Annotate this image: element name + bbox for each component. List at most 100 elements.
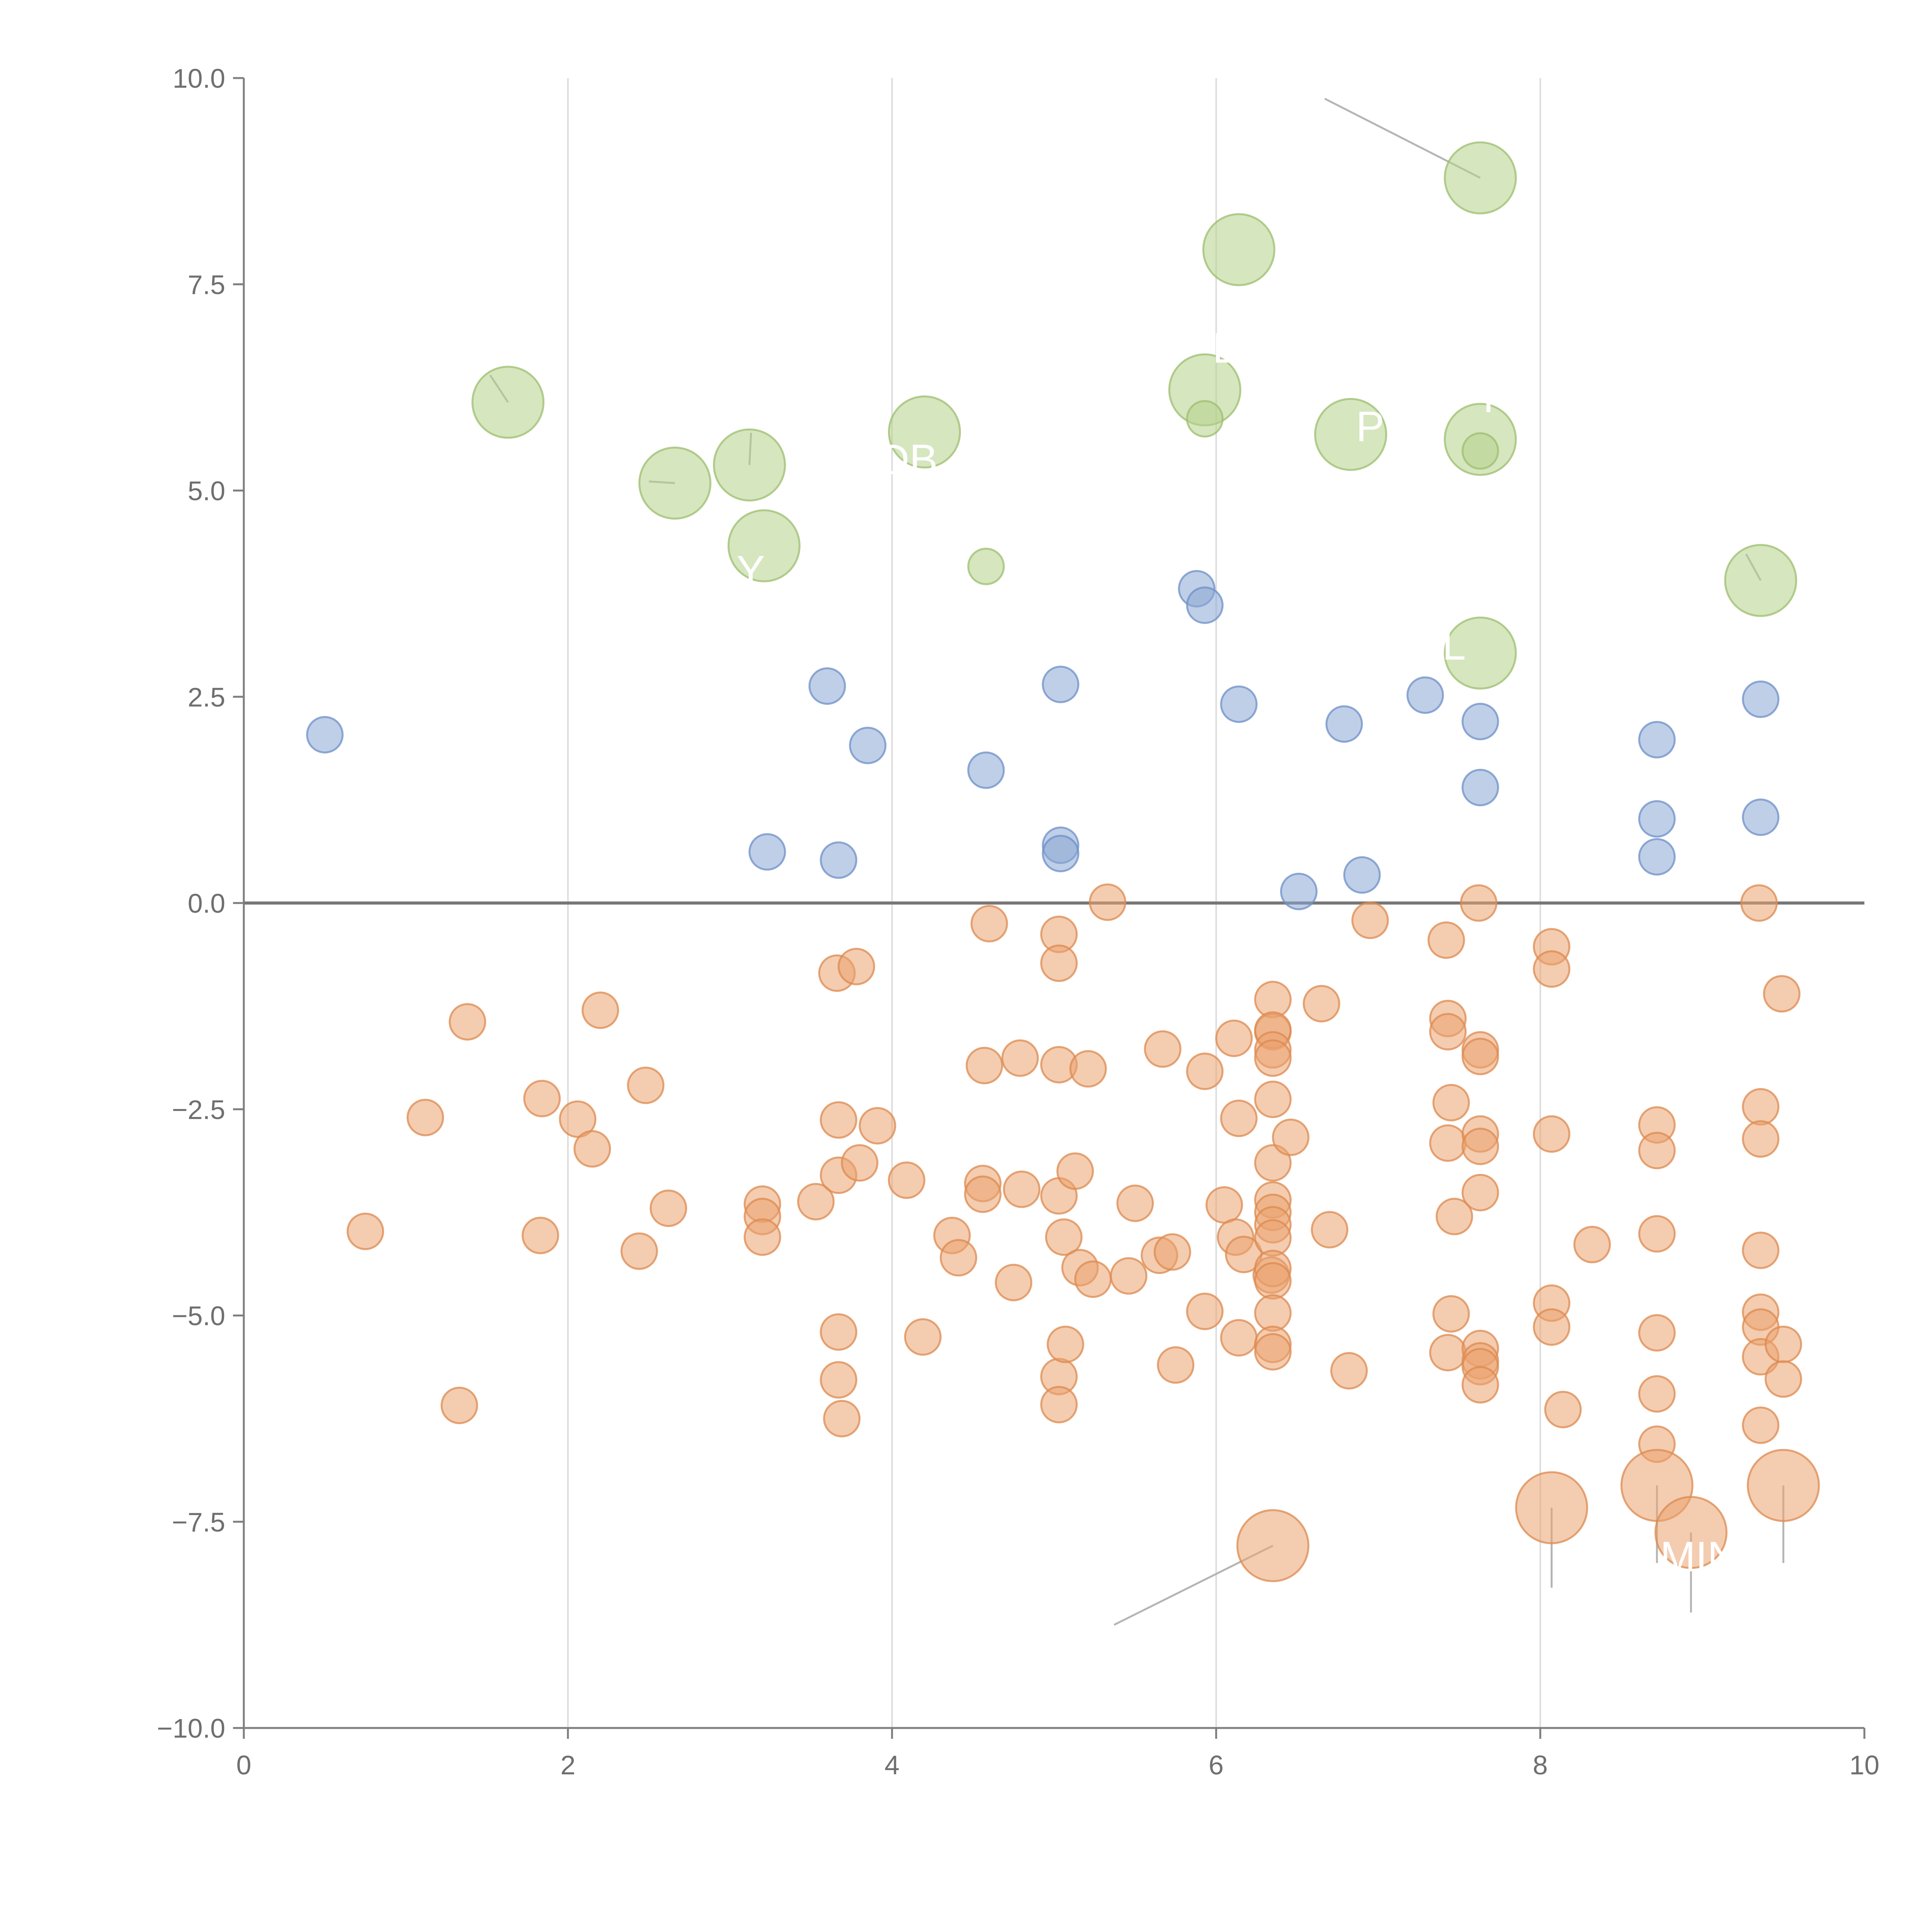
orange-point	[1311, 1211, 1349, 1248]
orange-point	[1638, 1375, 1676, 1413]
orange-point	[1742, 1120, 1780, 1158]
orange-point	[888, 1161, 925, 1199]
orange-point	[743, 1218, 781, 1256]
orange-point	[1215, 1019, 1253, 1057]
orange-point	[1533, 1115, 1571, 1153]
y-tick-label: 0.0	[188, 888, 225, 918]
orange-point	[1432, 1084, 1470, 1122]
orange-point	[347, 1213, 384, 1250]
orange-point	[1046, 1325, 1084, 1363]
orange-point	[904, 1318, 942, 1356]
orange-point	[406, 1099, 444, 1136]
orange-point	[1461, 1037, 1499, 1075]
orange-point	[1003, 1170, 1041, 1208]
large-green-point	[1724, 544, 1798, 617]
x-tick-label: 2	[560, 1750, 575, 1780]
orange-point	[650, 1189, 687, 1227]
orange-point	[573, 1130, 611, 1168]
orange-point	[1186, 1053, 1224, 1090]
x-tick-label: 10	[1849, 1750, 1879, 1780]
orange-point	[1153, 1233, 1191, 1271]
y-tick-label: 7.5	[188, 270, 225, 300]
orange-point	[1742, 1088, 1780, 1126]
orange-point	[1435, 1197, 1473, 1235]
orange-point	[559, 1100, 597, 1138]
orange-point	[1110, 1257, 1148, 1295]
annotation-label: EL	[1414, 621, 1466, 669]
orange-point	[522, 1216, 560, 1254]
large-orange-point	[1747, 1449, 1820, 1522]
orange-point	[1763, 975, 1801, 1013]
orange-point	[1742, 1406, 1780, 1444]
x-tick-label: 6	[1209, 1750, 1224, 1780]
x-tick-label: 8	[1533, 1750, 1548, 1780]
orange-point	[1429, 1124, 1467, 1162]
small-green-point	[1186, 400, 1224, 438]
orange-point	[970, 905, 1008, 942]
orange-point	[1040, 944, 1078, 982]
orange-point	[1330, 1352, 1368, 1390]
orange-point	[1045, 1218, 1083, 1256]
orange-point	[1461, 1366, 1499, 1404]
blue-point	[1325, 705, 1363, 743]
blue-point	[1742, 680, 1780, 718]
leader-lines	[489, 98, 1784, 1626]
orange-point	[1764, 1325, 1802, 1363]
orange-point	[1533, 1308, 1571, 1346]
orange-point	[1461, 1173, 1499, 1211]
large-green-point	[1444, 141, 1517, 214]
large-green-point	[1314, 398, 1388, 471]
orange-point	[1638, 1215, 1676, 1253]
blue-point	[1638, 800, 1676, 838]
orange-point	[1460, 884, 1498, 922]
orange-point	[820, 1361, 857, 1399]
orange-point	[582, 992, 619, 1029]
blue-point	[1042, 835, 1080, 872]
y-tick-label: 10.0	[173, 63, 225, 94]
orange-point	[841, 1144, 879, 1182]
blue-point	[808, 667, 846, 705]
annotation-label: C	[1245, 176, 1275, 223]
orange-point	[1461, 1128, 1499, 1165]
orange-point	[1254, 1080, 1292, 1118]
orange-point	[620, 1232, 658, 1270]
orange-point	[966, 1047, 1003, 1085]
y-tick-label: −5.0	[172, 1301, 225, 1331]
y-tick-label: −2.5	[172, 1095, 225, 1125]
blue-point	[748, 833, 786, 871]
y-tick-label: −7.5	[172, 1507, 225, 1537]
orange-point	[1040, 1386, 1078, 1423]
y-tick-label: −10.0	[157, 1713, 225, 1743]
orange-point	[1116, 1184, 1154, 1222]
orange-point	[1254, 1144, 1292, 1182]
orange-point	[1272, 1118, 1310, 1156]
small-green-point	[967, 548, 1005, 585]
blue-point	[1186, 586, 1224, 624]
blue-point	[1742, 798, 1780, 836]
annotation-label: P	[1356, 403, 1384, 450]
blue-point	[849, 726, 887, 764]
x-tick-label: 0	[236, 1750, 252, 1780]
orange-point	[1186, 1293, 1224, 1330]
axes: 10.0 7.5 5.0 2.5 0.0 −2.5 −5.0 −7.5 −10.0 0 2 4 6 8 10	[157, 63, 1879, 1780]
large-green-point	[1202, 213, 1276, 286]
annotation-label: MIN	[1660, 1533, 1738, 1580]
large-green-point	[471, 366, 545, 439]
orange-point	[1429, 1334, 1467, 1372]
orange-point	[1205, 1186, 1243, 1224]
orange-point	[964, 1175, 1002, 1213]
orange-point	[797, 1183, 835, 1221]
orange-point	[1220, 1099, 1258, 1137]
annotation-labels: C L P I DB AY EL MIN	[711, 176, 1738, 1580]
orange-point	[1056, 1152, 1094, 1190]
blue-point	[306, 716, 344, 753]
blue-point	[1406, 676, 1444, 714]
blue-point	[1638, 721, 1676, 759]
blue-point	[1042, 665, 1080, 703]
blue-point	[1220, 685, 1258, 723]
orange-point	[1069, 1050, 1107, 1088]
orange-point	[1144, 1030, 1182, 1068]
large-green-point	[888, 395, 961, 469]
annotation-label: DB	[879, 436, 938, 483]
